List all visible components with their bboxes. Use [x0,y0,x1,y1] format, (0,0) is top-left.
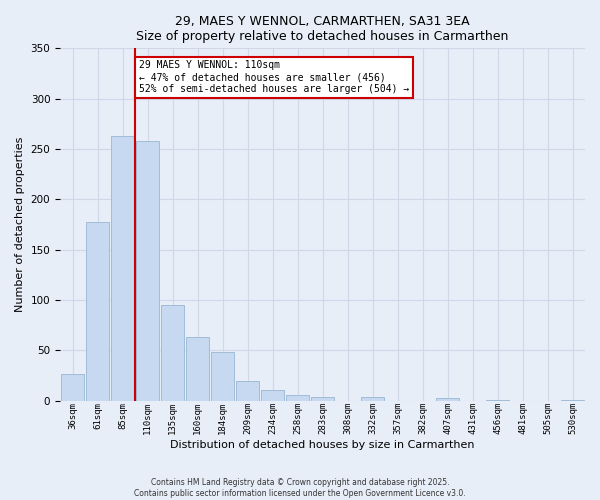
Bar [236,380,259,401]
Bar [361,397,385,401]
Bar [185,338,209,401]
Title: 29, MAES Y WENNOL, CARMARTHEN, SA31 3EA
Size of property relative to detached ho: 29, MAES Y WENNOL, CARMARTHEN, SA31 3EA … [136,15,509,43]
Bar [286,395,310,401]
X-axis label: Distribution of detached houses by size in Carmarthen: Distribution of detached houses by size … [170,440,475,450]
Bar [110,136,134,401]
Y-axis label: Number of detached properties: Number of detached properties [15,137,25,312]
Bar [560,400,584,401]
Bar [86,222,109,401]
Bar [136,141,160,401]
Text: 29 MAES Y WENNOL: 110sqm
← 47% of detached houses are smaller (456)
52% of semi-: 29 MAES Y WENNOL: 110sqm ← 47% of detach… [139,60,409,94]
Bar [436,398,460,401]
Bar [311,397,334,401]
Bar [211,352,235,401]
Bar [485,400,509,401]
Bar [161,305,184,401]
Bar [61,374,85,401]
Bar [260,390,284,401]
Text: Contains HM Land Registry data © Crown copyright and database right 2025.
Contai: Contains HM Land Registry data © Crown c… [134,478,466,498]
